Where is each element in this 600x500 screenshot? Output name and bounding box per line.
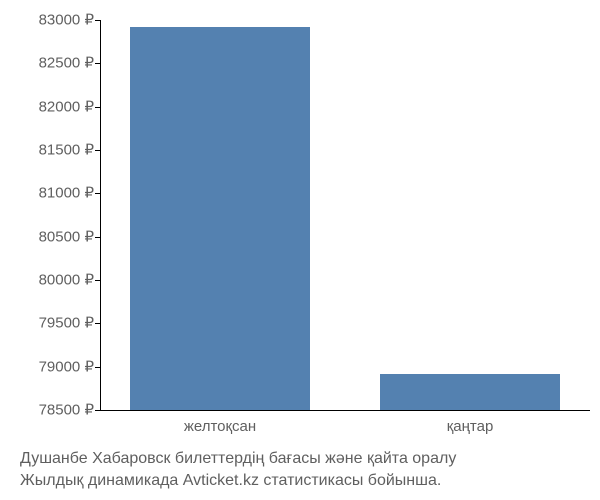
y-tick-mark xyxy=(95,20,101,21)
y-tick-mark xyxy=(95,193,101,194)
y-tick-label: 81500 ₽ xyxy=(4,143,94,158)
caption-line-2: Жылдық динамикада Avticket.kz статистика… xyxy=(20,470,456,492)
y-tick-mark xyxy=(95,237,101,238)
y-tick-label: 79500 ₽ xyxy=(4,316,94,331)
y-tick-label: 78500 ₽ xyxy=(4,403,94,418)
bar xyxy=(380,374,560,410)
y-tick-mark xyxy=(95,410,101,411)
y-tick-mark xyxy=(95,280,101,281)
y-tick-label: 80500 ₽ xyxy=(4,229,94,244)
y-tick-mark xyxy=(95,107,101,108)
y-tick-label: 82000 ₽ xyxy=(4,99,94,114)
chart-caption: Душанбе Хабаровск билеттердің бағасы жән… xyxy=(20,448,456,491)
bar xyxy=(130,27,310,410)
y-tick-label: 81000 ₽ xyxy=(4,186,94,201)
y-tick-label: 80000 ₽ xyxy=(4,273,94,288)
x-tick-label: қаңтар xyxy=(447,418,494,435)
y-tick-mark xyxy=(95,150,101,151)
y-tick-mark xyxy=(95,323,101,324)
x-axis-line xyxy=(100,410,590,411)
y-tick-label: 82500 ₽ xyxy=(4,56,94,71)
y-tick-mark xyxy=(95,63,101,64)
y-tick-label: 79000 ₽ xyxy=(4,359,94,374)
caption-line-1: Душанбе Хабаровск билеттердің бағасы жән… xyxy=(20,448,456,470)
price-chart: 78500 ₽ 79000 ₽ 79500 ₽ 80000 ₽ 80500 ₽ 81000… xyxy=(0,0,600,500)
x-tick-label: желтоқсан xyxy=(184,418,256,435)
y-tick-mark xyxy=(95,367,101,368)
plot-area xyxy=(100,20,590,410)
y-tick-label: 83000 ₽ xyxy=(4,13,94,28)
